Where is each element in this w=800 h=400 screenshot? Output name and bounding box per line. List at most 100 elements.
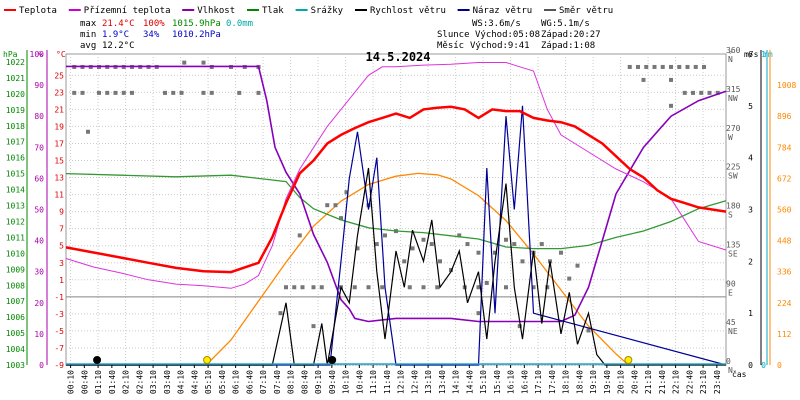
tick-label-degc: -7 xyxy=(54,344,64,353)
tick-label-x: 12:10 xyxy=(397,370,406,394)
stats-max-temp: 21.4°C xyxy=(102,19,135,29)
series-temperature xyxy=(65,105,727,274)
wind-direction-point xyxy=(539,242,544,247)
tick-label-x: 02:10 xyxy=(122,370,131,394)
tick-label-x: 07:40 xyxy=(273,370,282,394)
stats-avg-label: avg xyxy=(80,41,96,51)
tick-label-deg: 135 xyxy=(726,240,741,249)
wind-direction-point xyxy=(545,285,550,290)
tick-label-hpa: 1006 xyxy=(6,313,25,322)
wind-direction-point xyxy=(366,203,371,208)
stats-min-press: 1010.2hPa xyxy=(172,30,221,40)
tick-label-hpa: 1015 xyxy=(6,170,25,179)
stats-max-rain: 0.0mm xyxy=(226,19,253,29)
wind-direction-point xyxy=(366,285,371,290)
tick-label-x: 20:10 xyxy=(617,370,626,394)
legend-label: Náraz větru xyxy=(473,6,533,16)
wind-direction-point xyxy=(484,280,489,285)
tick-label-pct: 0 xyxy=(39,361,44,370)
info-moonset: Západ:1:08 xyxy=(541,41,595,51)
wind-direction-point xyxy=(493,250,497,255)
legend-item: Směr větru xyxy=(544,6,613,16)
wind-direction-point xyxy=(339,216,343,221)
tick-label-degc: 23 xyxy=(54,88,64,97)
series-wind-gust xyxy=(66,105,727,366)
wind-direction-point xyxy=(586,328,591,333)
tick-label-compass: W xyxy=(728,133,733,142)
wind-direction-point xyxy=(284,285,288,290)
wind-direction-point xyxy=(707,90,712,95)
tick-label-x: 19:10 xyxy=(589,370,598,394)
tick-label-x: 16:40 xyxy=(520,370,529,394)
tick-label-wm2: 224 xyxy=(777,299,792,308)
tick-label-pct: 40 xyxy=(34,237,44,246)
tick-label-hpa: 1007 xyxy=(6,297,25,306)
tick-label-hpa: 1012 xyxy=(6,217,25,226)
wind-direction-point xyxy=(465,242,470,247)
wind-direction-point xyxy=(449,267,453,272)
tick-label-hpa: 1008 xyxy=(6,281,25,290)
tick-label-wm2: 448 xyxy=(777,237,792,246)
wind-direction-point xyxy=(685,64,690,69)
tick-label-ms: 4 xyxy=(748,154,753,163)
tick-label-x: 14:40 xyxy=(465,370,474,394)
wind-direction-point xyxy=(333,203,338,208)
marker-sunset xyxy=(624,356,633,364)
wind-direction-point xyxy=(644,64,649,69)
tick-label-x: 05:10 xyxy=(204,370,213,394)
tick-label-x: 13:10 xyxy=(424,370,433,394)
tick-label-compass: S xyxy=(728,211,733,220)
tick-label-x: 03:10 xyxy=(149,370,158,394)
axes-layer: 1003100410051006100710081009101010111012… xyxy=(3,46,796,394)
wind-direction-point xyxy=(171,90,176,95)
wind-direction-point xyxy=(627,64,632,69)
tick-label-x: 09:40 xyxy=(328,370,337,394)
tick-label-degc: 13 xyxy=(54,174,64,183)
wind-direction-point xyxy=(410,246,415,251)
tick-label-x: 00:10 xyxy=(67,370,76,394)
marker-moonrise xyxy=(328,356,337,364)
tick-label-x: 06:10 xyxy=(232,370,241,394)
wind-direction-point xyxy=(80,90,85,95)
tick-label-wm2: 112 xyxy=(777,330,792,339)
tick-label-deg: 270 xyxy=(726,124,741,133)
wind-direction-point xyxy=(97,90,101,95)
wind-direction-point xyxy=(575,263,580,268)
tick-label-pct: 20 xyxy=(34,299,44,308)
tick-label-x: 23:40 xyxy=(713,370,722,394)
wind-direction-point xyxy=(182,60,187,65)
tick-label-x: 19:40 xyxy=(603,370,612,394)
series-solar-radiation xyxy=(205,172,629,366)
legend-item: Srážky xyxy=(295,6,344,16)
legend-item: Tlak xyxy=(247,6,284,16)
tick-label-hpa: 1017 xyxy=(6,138,25,147)
wind-direction-point xyxy=(121,90,126,95)
tick-label-x: 06:40 xyxy=(245,370,254,394)
tick-label-compass: N xyxy=(728,366,733,375)
wind-direction-point xyxy=(325,203,330,208)
tick-label-x: 16:10 xyxy=(507,370,516,394)
legend-label: Směr větru xyxy=(559,6,613,16)
wind-direction-point xyxy=(380,285,385,290)
tick-label-wm2: 896 xyxy=(777,112,792,121)
axis-label-hpa: hPa xyxy=(3,50,18,59)
tick-label-wm2: 672 xyxy=(777,174,792,183)
tick-label-x: 05:40 xyxy=(218,370,227,394)
tick-label-x: 15:10 xyxy=(479,370,488,394)
wind-direction-point xyxy=(421,237,426,242)
wind-direction-point xyxy=(636,64,640,69)
tick-label-hpa: 1019 xyxy=(6,106,25,115)
wind-direction-point xyxy=(691,90,695,95)
tick-label-x: 11:10 xyxy=(369,370,378,394)
legend-label: Přízemní teplota xyxy=(84,6,171,16)
tick-label-degc: -1 xyxy=(54,293,64,302)
tick-label-x: 22:40 xyxy=(685,370,694,394)
wind-direction-point xyxy=(256,90,261,95)
tick-label-mm: 1 xyxy=(761,50,766,59)
tick-label-pct: 90 xyxy=(34,81,44,90)
wind-direction-point xyxy=(504,237,508,242)
tick-label-degc: -5 xyxy=(54,327,64,336)
tick-label-x: 02:40 xyxy=(135,370,144,394)
wind-direction-point xyxy=(435,285,440,290)
